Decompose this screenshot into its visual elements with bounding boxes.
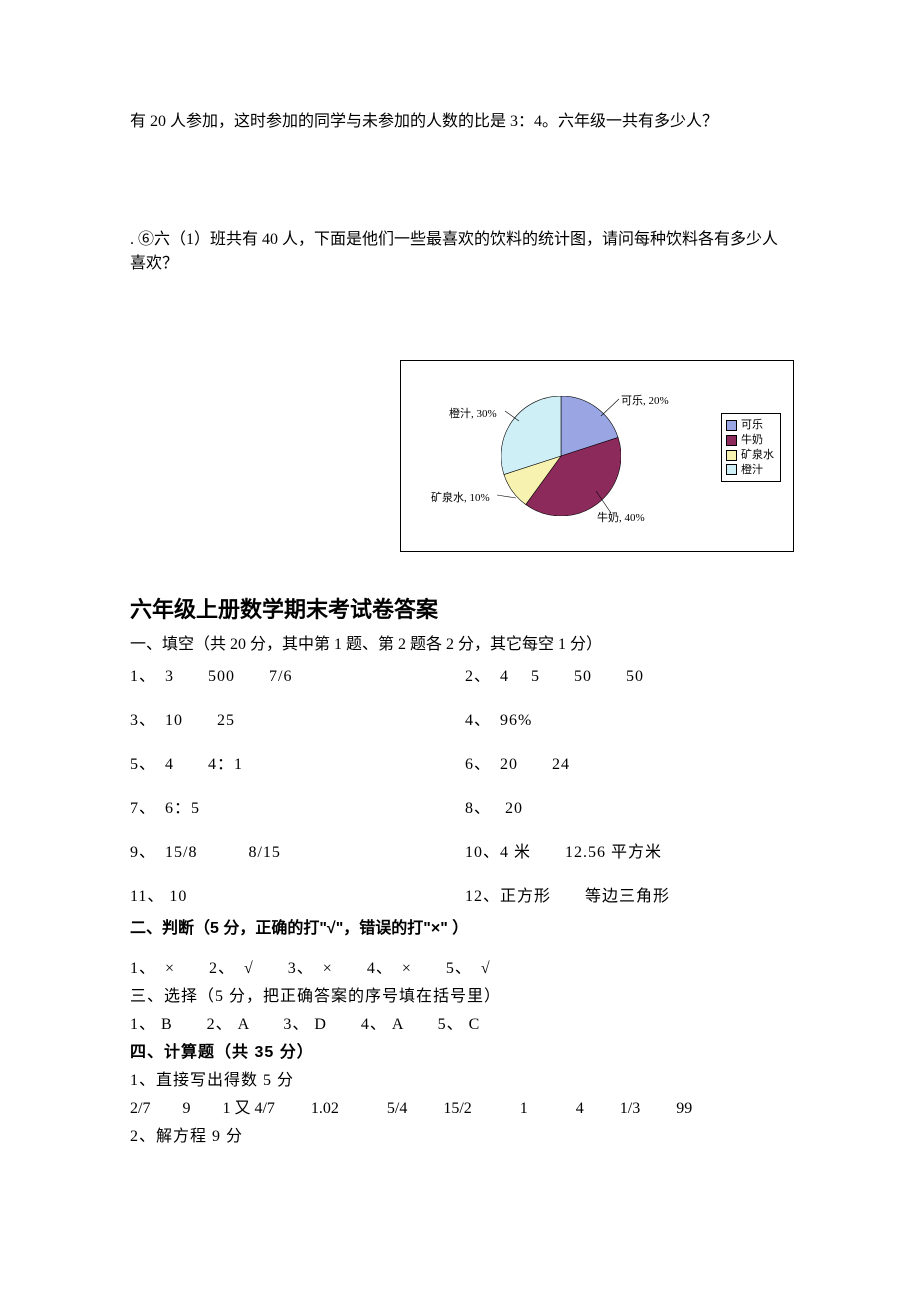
swatch-icon	[726, 464, 737, 475]
legend-item-milk: 牛奶	[726, 433, 774, 448]
section-2-head: 二、判断（5 分，正确的打"√"，错误的打"×" ）	[130, 914, 790, 938]
section-1-head: 一、填空（共 20 分，其中第 1 题、第 2 题各 2 分，其它每空 1 分）	[130, 630, 790, 654]
choice-answers: 1、 B 2、 A 3、 D 4、 A 5、 C	[130, 1010, 790, 1034]
answers-title: 六年级上册数学期末考试卷答案	[130, 592, 790, 624]
ans-11: 11、 10	[130, 882, 455, 906]
page: 有 20 人参加，这时参加的同学与未参加的人数的比是 3：4。六年级一共有多少人…	[0, 0, 920, 1302]
question-5-text: 有 20 人参加，这时参加的同学与未参加的人数的比是 3：4。六年级一共有多少人…	[130, 110, 790, 134]
section-2-head-text: 二、判断（5 分，正确的打"√"，错误的打"×" ）	[130, 920, 468, 937]
ans-3: 3、 10 25	[130, 706, 455, 730]
section-4-head-text: 四、计算题（共 35 分）	[130, 1044, 314, 1061]
ans-4: 4、 96%	[465, 706, 790, 730]
legend-label: 可乐	[741, 418, 763, 433]
spacer	[130, 946, 790, 954]
swatch-icon	[726, 450, 737, 461]
calc-1-values: 2/7 9 1 又 4/7 1.02 5/4 15/2 1 4 1/3 99	[130, 1094, 790, 1118]
ans-7: 7、 6：5	[130, 794, 455, 818]
ans-12: 12、正方形 等边三角形	[465, 882, 790, 906]
chart-legend: 可乐 牛奶 矿泉水 橙汁	[721, 413, 781, 482]
ans-10: 10、4 米 12.56 平方米	[465, 838, 790, 862]
section-3-head: 三、选择（5 分，把正确答案的序号填在括号里）	[130, 982, 790, 1006]
ans-6: 6、 20 24	[465, 750, 790, 774]
section-4-head: 四、计算题（共 35 分）	[130, 1038, 790, 1062]
swatch-icon	[726, 435, 737, 446]
swatch-icon	[726, 420, 737, 431]
ans-8: 8、 20	[465, 794, 790, 818]
ans-1: 1、 3 500 7/6	[130, 662, 455, 686]
spacer	[130, 138, 790, 228]
pie-chart-figure: 可乐, 20% 牛奶, 40% 矿泉水, 10% 橙汁, 30% 可乐 牛奶	[400, 360, 794, 552]
legend-label: 牛奶	[741, 433, 763, 448]
ans-2: 2、 4 5 50 50	[465, 662, 790, 686]
judgement-answers: 1、 × 2、 √ 3、 × 4、 × 5、 √	[130, 954, 790, 978]
legend-item-orange: 橙汁	[726, 463, 774, 478]
calc-2-lead: 2、解方程 9 分	[130, 1122, 790, 1146]
legend-label: 橙汁	[741, 463, 763, 478]
question-6-text: . ⑥六（1）班共有 40 人，下面是他们一些最喜欢的饮料的统计图，请问每种饮料…	[130, 228, 790, 276]
legend-label: 矿泉水	[741, 448, 774, 463]
ans-9: 9、 15/8 8/15	[130, 838, 455, 862]
legend-item-water: 矿泉水	[726, 448, 774, 463]
ans-5: 5、 4 4：1	[130, 750, 455, 774]
fill-answers-grid: 1、 3 500 7/6 2、 4 5 50 50 3、 10 25 4、 96…	[130, 662, 790, 910]
calc-1-lead: 1、直接写出得数 5 分	[130, 1066, 790, 1090]
spacer	[130, 280, 790, 330]
legend-item-cola: 可乐	[726, 418, 774, 433]
